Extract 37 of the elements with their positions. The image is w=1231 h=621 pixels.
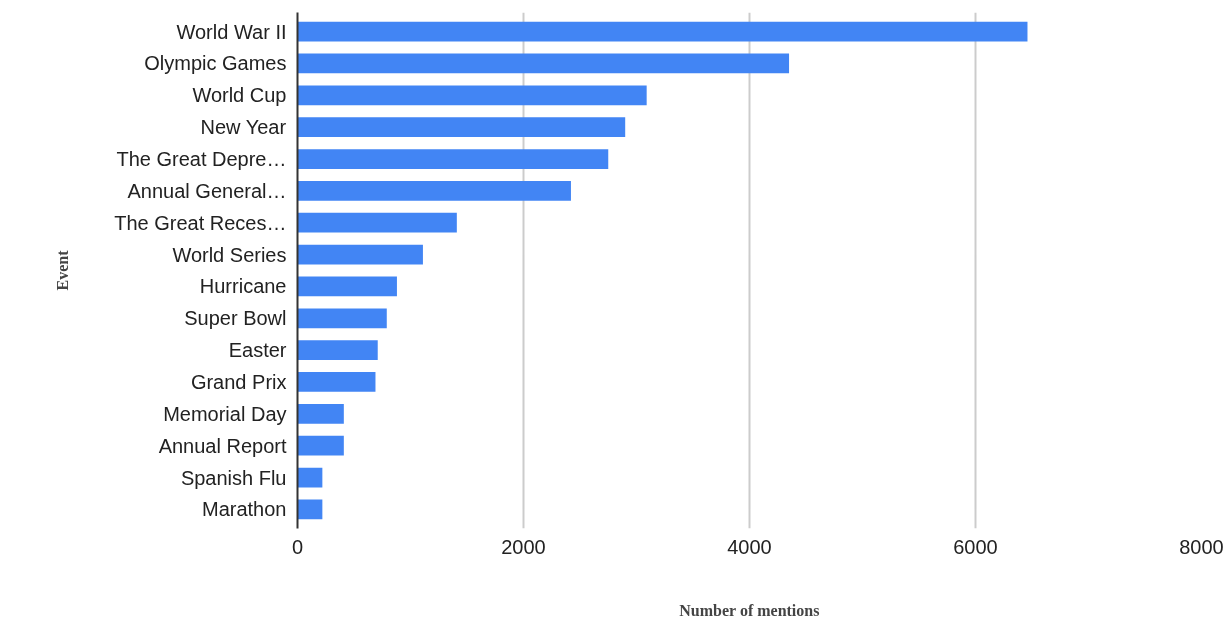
y-tick-label: World Series: [172, 243, 287, 266]
y-tick-label: New Year: [200, 116, 287, 139]
y-tick-label: Spanish Flu: [180, 466, 287, 489]
y-tick-label: The Great Reces…: [114, 211, 287, 234]
y-tick-label: Super Bowl: [184, 307, 287, 330]
bar: [297, 149, 609, 169]
y-axis-title: Event: [54, 249, 72, 291]
bar: [297, 276, 397, 297]
y-tick-label: Annual Report: [158, 434, 287, 457]
x-tick-label: 2000: [501, 535, 546, 558]
bar: [297, 85, 647, 106]
y-tick-label: World War II: [176, 20, 287, 43]
x-axis-title: Number of mentions: [679, 601, 820, 619]
y-tick-label: Grand Prix: [190, 370, 287, 393]
bar: [297, 53, 790, 74]
bar: [297, 308, 387, 329]
x-tick-label: 6000: [953, 535, 998, 558]
bar: [297, 435, 344, 456]
bar: [297, 403, 344, 424]
x-tick-label: 4000: [727, 535, 772, 558]
bar: [297, 340, 378, 360]
y-tick-label: Annual General…: [127, 179, 287, 202]
y-tick-label: The Great Depre…: [116, 148, 287, 171]
bar: [297, 181, 571, 201]
x-tick-label: 8000: [1179, 535, 1224, 558]
y-tick-label: Olympic Games: [144, 52, 287, 75]
bar: [297, 372, 376, 392]
y-tick-label: World Cup: [192, 84, 287, 107]
bar: [297, 244, 423, 265]
y-tick-label: Hurricane: [199, 275, 287, 298]
bar: [297, 212, 457, 233]
y-tick-label: Easter: [228, 339, 287, 362]
bar: [297, 21, 1028, 42]
bar: [297, 117, 626, 138]
y-tick-label: Marathon: [202, 498, 287, 521]
y-tick-label: Memorial Day: [163, 402, 287, 425]
x-tick-label: 0: [291, 535, 304, 558]
